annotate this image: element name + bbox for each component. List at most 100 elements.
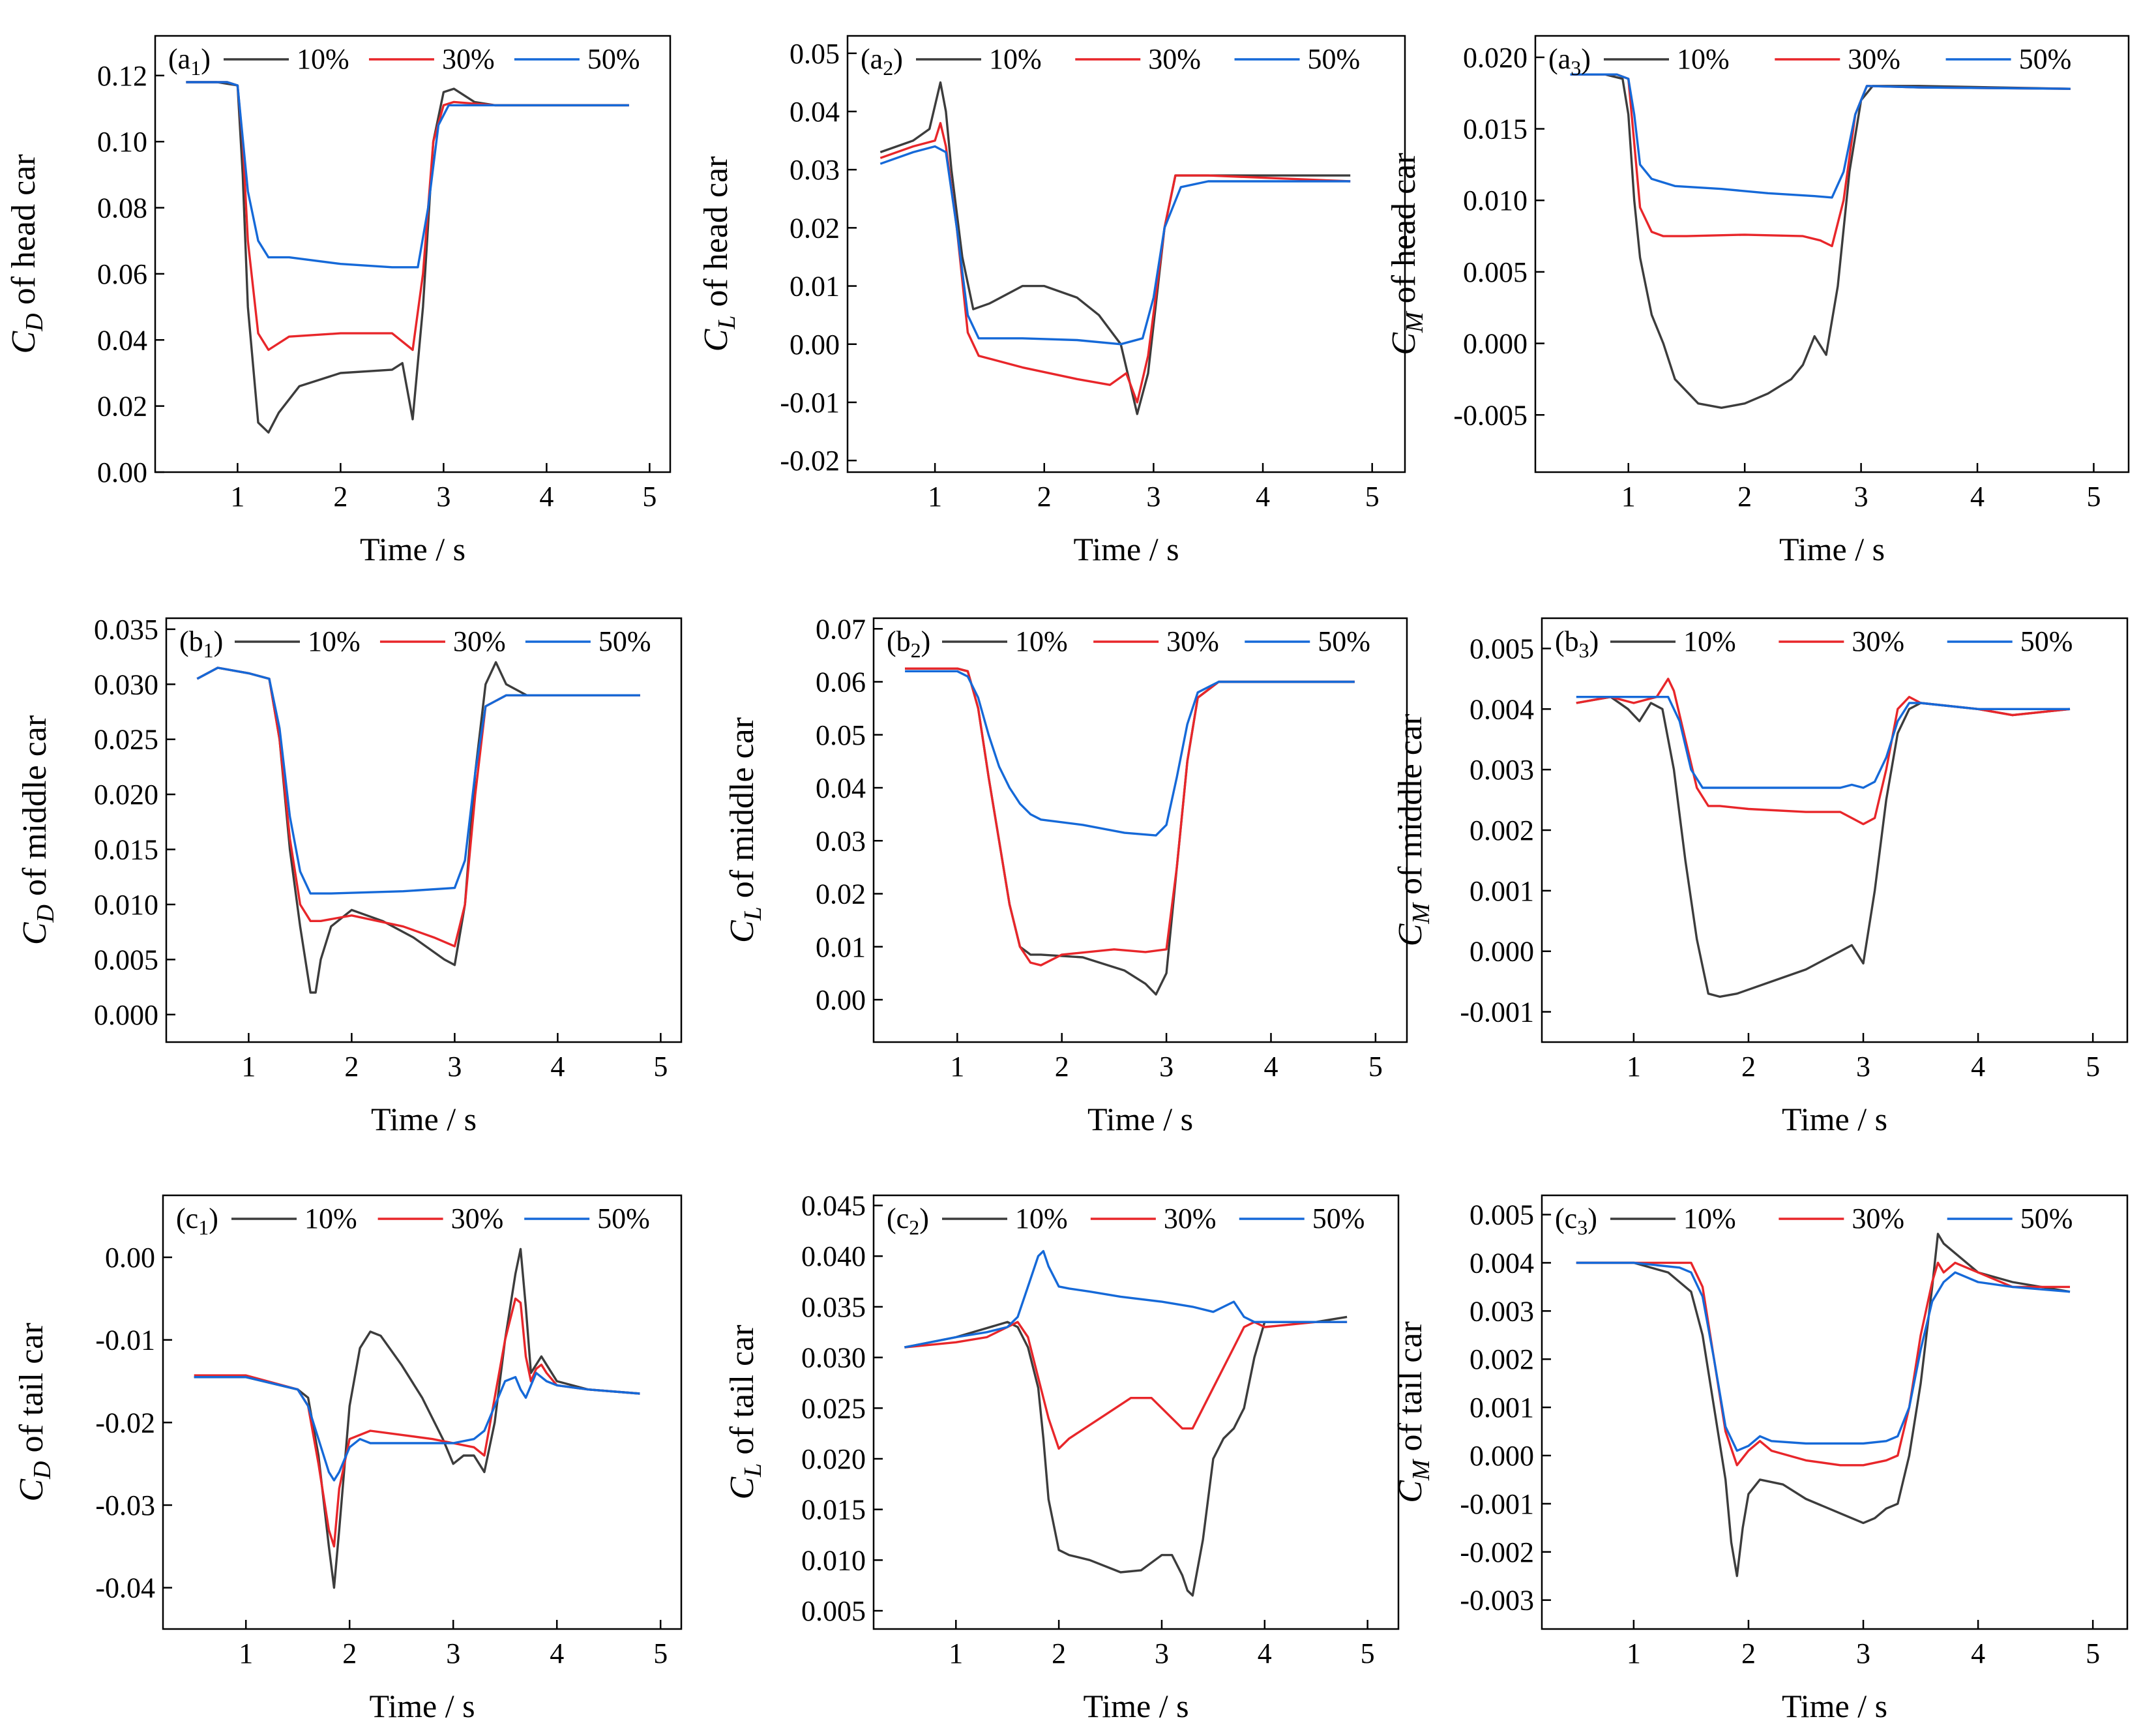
y-tick-label: 0.004	[1469, 693, 1534, 725]
plot-frame	[1541, 1194, 2129, 1630]
y-axis-label: CL of middle car	[724, 717, 767, 943]
x-tick-label: 4	[550, 1051, 565, 1083]
y-label-subscript: M	[1401, 310, 1428, 333]
y-label-rest: of middle car	[1392, 714, 1429, 903]
legend-label: 10%	[989, 43, 1042, 75]
x-tick-label: 5	[1361, 1637, 1375, 1669]
y-tick-label: -0.001	[1460, 996, 1534, 1028]
panel-tag-sub: 1	[190, 56, 201, 80]
plot-frame	[1541, 617, 2129, 1043]
y-tick-label: 0.025	[94, 724, 158, 756]
x-tick-label: 1	[1627, 1637, 1641, 1669]
panel-tag-close: )	[1581, 43, 1591, 75]
series-line-30pct	[904, 1321, 1348, 1450]
y-tick-label: -0.003	[1460, 1585, 1534, 1617]
panel-a1: 1 2 3 4 5 0.00 0.02 0.04 0.06 0.08 0.10 0.12 Time / …	[5, 35, 672, 567]
x-tick-label: 5	[653, 1637, 668, 1669]
y-tick-label: 0.00	[97, 456, 147, 488]
y-label-symbol: C	[698, 328, 735, 351]
y-label-symbol: C	[16, 921, 53, 945]
series-line-50pct	[1576, 695, 2070, 789]
plot-frame	[872, 617, 1408, 1043]
y-label-rest: of head car	[1385, 153, 1423, 312]
x-tick-label: 4	[1971, 1051, 1985, 1083]
x-tick-label: 1	[928, 481, 942, 513]
x-axis-label: Time / s	[1782, 1688, 1887, 1724]
series-line-10pct	[1576, 1233, 2071, 1577]
series-line-30pct	[196, 666, 640, 948]
series-line-10pct	[196, 661, 640, 994]
series-group	[879, 81, 1351, 415]
y-tick-label: 0.010	[801, 1544, 866, 1576]
x-tick-label: 1	[949, 1637, 963, 1669]
y-tick-label: 0.01	[816, 931, 866, 963]
y-tick-label: 0.07	[816, 613, 866, 645]
x-tick-label: 2	[344, 1051, 359, 1083]
y-tick-label: 0.015	[801, 1494, 866, 1526]
y-label-rest: of middle car	[16, 715, 53, 904]
panel-b3: 1 2 3 4 5 -0.001 0.000 0.001 0.002 0.003 0.004 0.00…	[1392, 617, 2129, 1137]
series-line-50pct	[196, 666, 640, 895]
y-tick-label: -0.02	[95, 1407, 155, 1439]
y-tick-label: 0.08	[97, 192, 147, 224]
x-tick-label: 4	[1258, 1637, 1272, 1669]
y-tick-label: -0.005	[1453, 399, 1528, 431]
y-label-subscript: L	[739, 1463, 767, 1478]
panel-c2: 1 2 3 4 5 0.005 0.010 0.015 0.020 0.025 0.030 0.035…	[724, 1190, 1400, 1724]
panel-tag-sub: 1	[203, 638, 214, 662]
panel-tag-sub: 2	[909, 1216, 919, 1239]
panel-b2: 1 2 3 4 5 0.00 0.01 0.02 0.03 0.04 0.05 0.06 0.07 Tim…	[724, 613, 1408, 1137]
series-line-10pct	[1576, 695, 2071, 998]
legend-label: 30%	[451, 1203, 504, 1234]
series-line-30pct	[905, 667, 1355, 966]
x-tick-label: 1	[1627, 1051, 1641, 1083]
y-tick-label: -0.01	[95, 1324, 155, 1356]
x-tick-label: 5	[2086, 1051, 2100, 1083]
x-axis-label: Time / s	[369, 1688, 475, 1724]
x-tick-label: 3	[1854, 481, 1868, 513]
y-label-symbol: C	[724, 919, 761, 943]
x-tick-label: 5	[642, 481, 657, 513]
panel-c1: 1 2 3 4 5 -0.04 -0.03 -0.02 -0.01 0.00 Time / s CD …	[13, 1194, 683, 1724]
series-line-50pct	[879, 145, 1351, 346]
panel-tag-close: )	[893, 43, 903, 75]
legend-label: 50%	[597, 1203, 650, 1234]
x-tick-label: 3	[1159, 1051, 1174, 1083]
y-tick-label: 0.005	[1469, 633, 1534, 665]
y-tick-label: 0.010	[94, 889, 158, 921]
panel-tag-letter: (c	[176, 1203, 198, 1234]
panel-tag-close: )	[209, 1203, 218, 1234]
legend-label: 50%	[587, 43, 640, 75]
series-line-10pct	[905, 667, 1355, 996]
series-line-50pct	[904, 1249, 1348, 1349]
panel-tag-letter: (a	[1548, 43, 1571, 75]
series-group	[1576, 678, 2071, 998]
series-group	[905, 667, 1355, 996]
legend-label: 10%	[308, 625, 361, 657]
series-line-30pct	[1570, 73, 2071, 248]
y-axis-label: CD of tail car	[13, 1323, 56, 1501]
x-tick-label: 5	[1368, 1051, 1383, 1083]
panel-tag-sub: 3	[1579, 638, 1589, 662]
legend-label: 30%	[442, 43, 495, 75]
x-tick-label: 2	[1037, 481, 1052, 513]
y-label-rest: of head car	[698, 157, 735, 316]
panel-tag-sub: 1	[198, 1216, 209, 1239]
series-line-10pct	[879, 81, 1351, 415]
y-tick-label: 0.005	[1463, 256, 1528, 288]
y-tick-label: 0.020	[94, 779, 158, 811]
x-tick-label: 4	[550, 1637, 564, 1669]
x-tick-label: 2	[1737, 481, 1752, 513]
y-tick-label: 0.045	[801, 1190, 866, 1222]
legend-label: 50%	[2020, 625, 2073, 657]
plot-frame	[162, 1194, 683, 1630]
y-axis-label: CL of head car	[698, 157, 741, 352]
panel-tag-letter: (b	[179, 625, 203, 657]
y-label-symbol: C	[1392, 923, 1429, 946]
legend-label: 10%	[304, 1203, 357, 1234]
series-line-50pct	[1576, 1261, 2071, 1452]
panel-tag: (b1)	[179, 625, 223, 662]
x-tick-label: 3	[1856, 1051, 1870, 1083]
y-tick-label: 0.015	[1463, 113, 1528, 145]
panel-tag: (b3)	[1555, 625, 1599, 662]
